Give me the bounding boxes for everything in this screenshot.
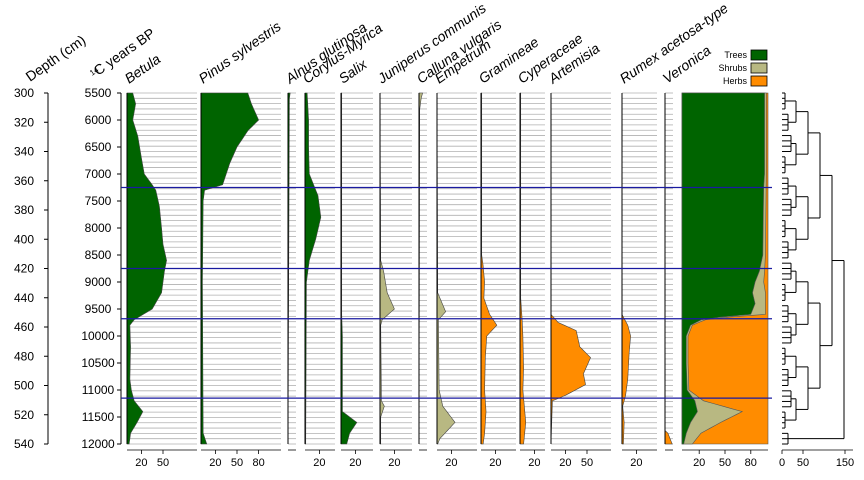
dendrogram-tick-label: 0 (779, 457, 785, 469)
taxon-tick-label: 20 (388, 457, 400, 469)
age-tick-label: 12000 (81, 437, 115, 451)
age-tick-label: 11000 (82, 383, 115, 397)
legend-swatch (750, 62, 768, 74)
taxon-area (519, 92, 527, 445)
taxon-tick-label: 20 (313, 457, 325, 469)
taxon-area (200, 92, 259, 445)
age-tick-label: 10000 (81, 329, 115, 343)
age-tick-label: 7000 (85, 167, 112, 181)
dendrogram-tick-label: 150 (836, 457, 854, 469)
age-tick-label: 6000 (85, 113, 112, 127)
depth-tick-label: 500 (14, 379, 34, 393)
depth-axis: 300 320 340 360 380 400 420 440 460 480 500 520 540 (14, 86, 49, 451)
taxon-tick-label: 80 (252, 457, 264, 469)
taxon-area (480, 92, 498, 445)
taxon-tick-label: 20 (528, 457, 540, 469)
age-axis: 5500 6000 6500 7000 7500 8000 8500 9000 9500 1000… (81, 86, 122, 451)
taxon-tick-label: 50 (581, 457, 593, 469)
legend-swatch (750, 49, 768, 61)
summary-tick-label: 20 (693, 457, 705, 469)
dendrogram: 0 50 150 (779, 92, 854, 469)
age-tick-label: 9000 (85, 275, 112, 289)
depth-axis-title: Depth (cm) (23, 32, 89, 85)
taxon-tick-label: 20 (445, 457, 457, 469)
age-tick-label: 5500 (85, 86, 112, 100)
zone-boundaries (121, 186, 772, 399)
dendrogram-tick-label: 50 (797, 457, 809, 469)
depth-tick-label: 320 (14, 115, 34, 129)
depth-tick-label: 480 (14, 349, 34, 363)
depth-tick-label: 520 (14, 408, 34, 422)
taxon-panel-1: 20 50 80 Pinus sylvestris (196, 18, 284, 469)
depth-tick-label: 360 (14, 174, 34, 188)
age-tick-label: 10500 (81, 356, 115, 370)
depth-tick-label: 540 (14, 437, 34, 451)
depth-tick-label: 300 (14, 86, 34, 100)
taxon-tick-label: 20 (209, 457, 221, 469)
age-tick-label: 8500 (85, 248, 112, 262)
depth-tick-label: 460 (14, 320, 34, 334)
legend-swatch (750, 75, 768, 87)
depth-tick-label: 340 (14, 145, 34, 159)
taxon-tick-label: 20 (559, 457, 571, 469)
depth-tick-label: 440 (14, 291, 34, 305)
taxon-tick-label: 50 (157, 457, 169, 469)
depth-tick-label: 380 (14, 203, 34, 217)
taxon-name: Pinus sylvestris (196, 18, 284, 86)
age-tick-label: 11500 (82, 410, 115, 424)
legend-label: Trees (724, 50, 747, 60)
summary-tick-label: 50 (719, 457, 731, 469)
age-tick-label: 7500 (85, 194, 112, 208)
taxon-area (304, 92, 322, 445)
depth-tick-label: 420 (14, 262, 34, 276)
depth-tick-label: 400 (14, 232, 34, 246)
taxon-area (340, 92, 358, 445)
taxon-tick-label: 20 (349, 457, 361, 469)
age-tick-label: 6500 (85, 140, 112, 154)
age-tick-label: 9500 (85, 302, 112, 316)
taxon-tick-label: 20 (489, 457, 501, 469)
legend-label: Shrubs (718, 63, 747, 73)
taxon-tick-label: 50 (231, 457, 243, 469)
summary-tick-label: 80 (745, 457, 757, 469)
taxon-tick-label: 20 (135, 457, 147, 469)
taxon-tick-label: 20 (630, 457, 642, 469)
age-tick-label: 8000 (85, 221, 112, 235)
legend-label: Herbs (723, 76, 748, 86)
summary-panel: 20 50 80 Trees Shrubs Herbs (681, 49, 769, 469)
